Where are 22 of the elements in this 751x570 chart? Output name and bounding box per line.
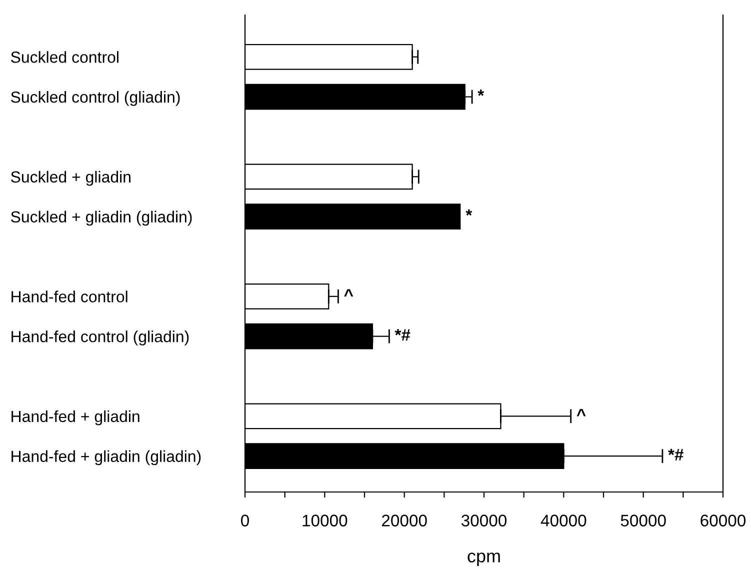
annotation: ^: [344, 289, 354, 297]
y-tick-label: Suckled + gliadin (gliadin): [11, 210, 192, 226]
y-tick-label: Hand-fed + gliadin: [12, 410, 140, 426]
annotation: *: [478, 90, 484, 96]
x-tick-label: 30000: [461, 514, 507, 526]
x-tick-label: 60000: [700, 514, 746, 526]
x-tick-label: 50000: [620, 514, 666, 526]
x-tick-label: 40000: [540, 514, 586, 526]
y-tick-label: Hand-fed + gliadin (gliadin): [12, 450, 201, 466]
y-tick-label: Hand-fed control: [12, 290, 128, 302]
annotation: *#: [394, 329, 410, 341]
y-tick-label: Suckled control (gliadin): [11, 91, 180, 106]
annotation: *#: [668, 448, 684, 460]
y-tick-label: Hand-fed control (gliadin): [12, 330, 189, 346]
annotation: ^: [576, 409, 586, 416]
annotation: *: [466, 209, 472, 216]
x-axis-title: cpm: [468, 552, 500, 566]
x-tick-label: 20000: [382, 514, 427, 526]
x-tick-label: 10000: [302, 514, 348, 526]
y-tick-label: Suckled + gliadin: [11, 170, 130, 186]
y-tick-label: Suckled control: [11, 51, 118, 63]
x-tick-label: 0: [241, 514, 249, 526]
